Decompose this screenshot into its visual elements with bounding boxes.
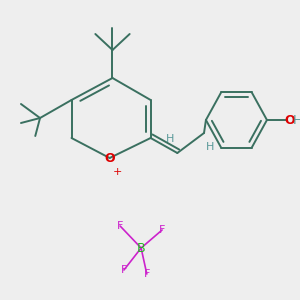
Text: O: O [104, 152, 115, 164]
Text: H: H [293, 113, 300, 127]
Text: +: + [112, 167, 122, 177]
Text: F: F [159, 225, 165, 235]
Text: H: H [166, 134, 174, 144]
Text: F: F [121, 265, 127, 275]
Text: F: F [144, 269, 150, 279]
Text: O: O [284, 113, 295, 127]
Text: H: H [206, 142, 214, 152]
Text: F: F [117, 221, 123, 231]
Text: B: B [137, 242, 146, 254]
